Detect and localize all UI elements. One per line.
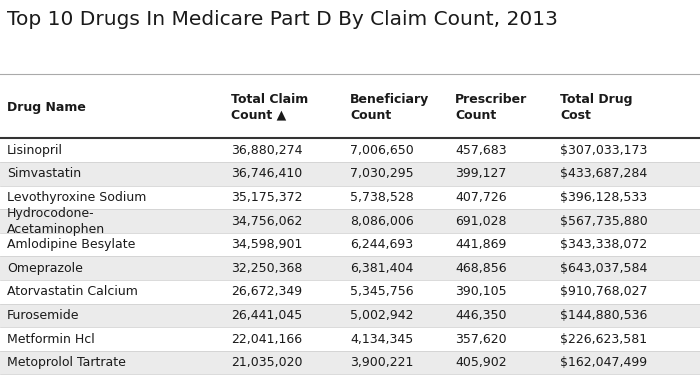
Text: 6,381,404: 6,381,404	[350, 262, 414, 275]
Text: 441,869: 441,869	[455, 238, 506, 251]
Text: 5,738,528: 5,738,528	[350, 191, 414, 204]
Text: 405,902: 405,902	[455, 356, 507, 369]
Text: Omeprazole: Omeprazole	[7, 262, 83, 275]
Text: 36,746,410: 36,746,410	[231, 167, 302, 180]
Text: 399,127: 399,127	[455, 167, 506, 180]
Text: 32,250,368: 32,250,368	[231, 262, 302, 275]
Text: 7,030,295: 7,030,295	[350, 167, 414, 180]
Text: 21,035,020: 21,035,020	[231, 356, 302, 369]
Text: 446,350: 446,350	[455, 309, 507, 322]
Text: $162,047,499: $162,047,499	[560, 356, 647, 369]
Text: Lisinopril: Lisinopril	[7, 144, 63, 157]
Text: 357,620: 357,620	[455, 333, 507, 346]
Text: 22,041,166: 22,041,166	[231, 333, 302, 346]
Text: Levothyroxine Sodium: Levothyroxine Sodium	[7, 191, 146, 204]
Text: $643,037,584: $643,037,584	[560, 262, 648, 275]
Text: 468,856: 468,856	[455, 262, 507, 275]
Text: 5,002,942: 5,002,942	[350, 309, 414, 322]
Text: 36,880,274: 36,880,274	[231, 144, 302, 157]
Text: Furosemide: Furosemide	[7, 309, 80, 322]
Text: Metformin Hcl: Metformin Hcl	[7, 333, 94, 346]
Text: $226,623,581: $226,623,581	[560, 333, 647, 346]
Text: 390,105: 390,105	[455, 285, 507, 298]
Bar	[0, 76, 700, 138]
Bar	[0, 351, 700, 374]
Text: 26,441,045: 26,441,045	[231, 309, 302, 322]
Text: $567,735,880: $567,735,880	[560, 215, 648, 227]
Text: 407,726: 407,726	[455, 191, 507, 204]
Text: Atorvastatin Calcium: Atorvastatin Calcium	[7, 285, 138, 298]
Text: Total Claim
Count ▲: Total Claim Count ▲	[231, 93, 308, 122]
Text: $433,687,284: $433,687,284	[560, 167, 648, 180]
Text: 4,134,345: 4,134,345	[350, 333, 413, 346]
Text: $144,880,536: $144,880,536	[560, 309, 648, 322]
Bar	[0, 209, 700, 233]
Text: Hydrocodone-
Acetaminophen: Hydrocodone- Acetaminophen	[7, 207, 105, 236]
Bar	[0, 186, 700, 209]
Text: 7,006,650: 7,006,650	[350, 144, 414, 157]
Text: 3,900,221: 3,900,221	[350, 356, 414, 369]
Text: Total Drug
Cost: Total Drug Cost	[560, 93, 633, 122]
Bar	[0, 257, 700, 280]
Bar	[0, 138, 700, 162]
Bar	[0, 233, 700, 257]
Text: 26,672,349: 26,672,349	[231, 285, 302, 298]
Text: 34,756,062: 34,756,062	[231, 215, 302, 227]
Bar	[0, 280, 700, 303]
Text: 35,175,372: 35,175,372	[231, 191, 302, 204]
Text: 457,683: 457,683	[455, 144, 507, 157]
Bar	[0, 327, 700, 351]
Bar	[0, 303, 700, 327]
Text: Beneficiary
Count: Beneficiary Count	[350, 93, 429, 122]
Text: $396,128,533: $396,128,533	[560, 191, 647, 204]
Text: $343,338,072: $343,338,072	[560, 238, 648, 251]
Bar	[0, 162, 700, 186]
Text: $910,768,027: $910,768,027	[560, 285, 648, 298]
Text: Metoprolol Tartrate: Metoprolol Tartrate	[7, 356, 126, 369]
Text: 6,244,693: 6,244,693	[350, 238, 413, 251]
Text: $307,033,173: $307,033,173	[560, 144, 648, 157]
Text: Drug Name: Drug Name	[7, 101, 86, 114]
Text: 5,345,756: 5,345,756	[350, 285, 414, 298]
Text: Amlodipine Besylate: Amlodipine Besylate	[7, 238, 135, 251]
Text: 691,028: 691,028	[455, 215, 507, 227]
Text: 34,598,901: 34,598,901	[231, 238, 302, 251]
Text: 8,086,006: 8,086,006	[350, 215, 414, 227]
Text: Prescriber
Count: Prescriber Count	[455, 93, 527, 122]
Text: Simvastatin: Simvastatin	[7, 167, 81, 180]
Text: Top 10 Drugs In Medicare Part D By Claim Count, 2013: Top 10 Drugs In Medicare Part D By Claim…	[7, 10, 558, 29]
